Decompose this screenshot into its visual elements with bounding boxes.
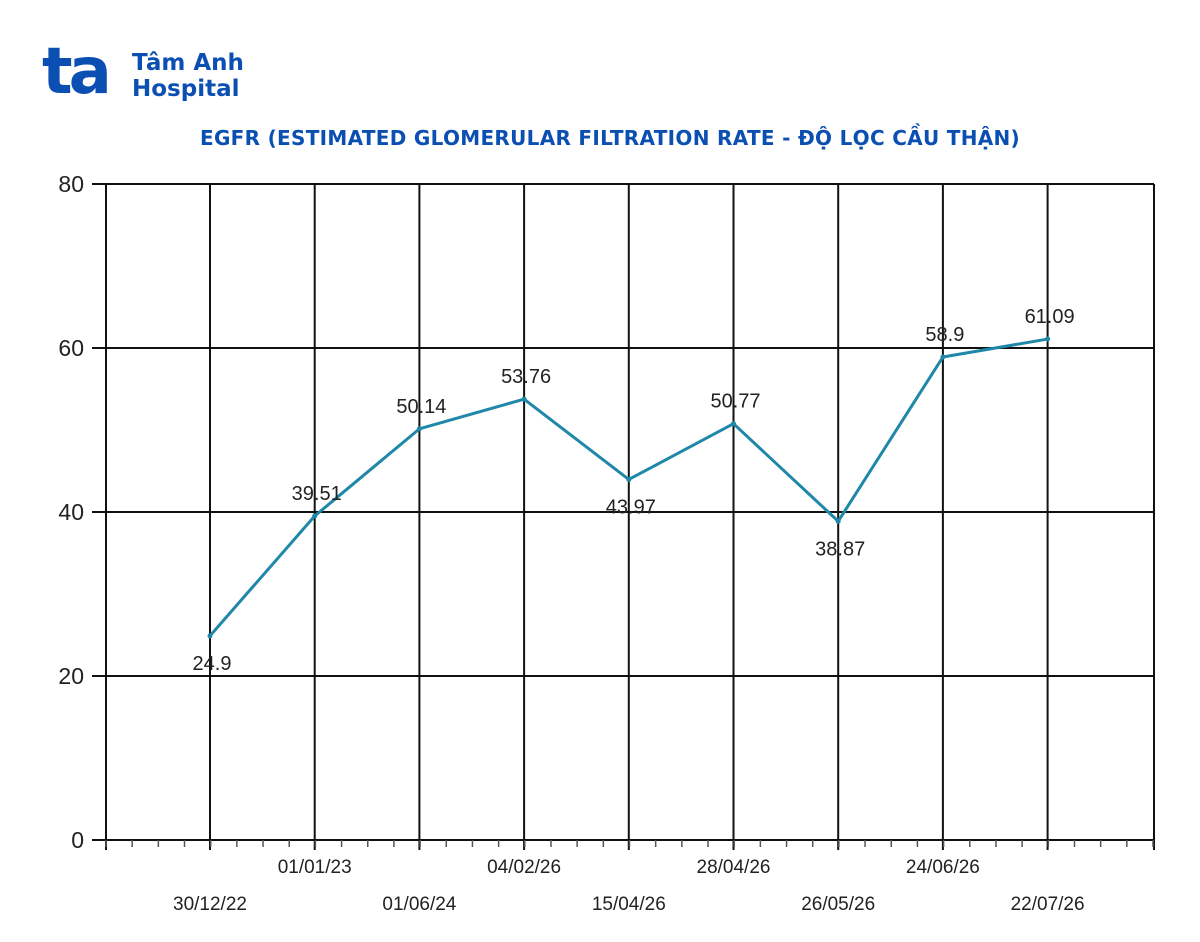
data-label: 50.14 [396,396,446,418]
y-tick-label: 0 [71,827,84,853]
data-point [207,633,213,639]
data-point [416,426,422,432]
logo-mark: ta [42,35,112,109]
y-tick-label: 40 [58,499,84,525]
x-tick-label: 01/01/23 [278,857,352,878]
x-tick-label: 04/02/26 [487,857,561,878]
x-tick-label: 30/12/22 [173,894,247,915]
x-tick-label: 28/04/26 [697,857,771,878]
data-label: 24.9 [193,653,232,675]
logo-line-2: Hospital [132,76,240,102]
data-label: 53.76 [501,366,551,388]
logo-line-1: Tâm Anh [132,50,244,76]
data-point [835,518,841,524]
x-tick-label: 26/05/26 [801,894,875,915]
data-point [312,513,318,519]
hospital-logo: ta Tâm Anh Hospital [42,40,262,108]
x-tick-label: 22/07/26 [1011,894,1085,915]
data-label: 43.97 [606,496,656,518]
x-tick-label: 15/04/26 [592,894,666,915]
chart-title: EGFR (ESTIMATED GLOMERULAR FILTRATION RA… [200,126,1020,150]
data-point [1045,336,1051,342]
data-label: 58.9 [925,324,964,346]
logo-text: Tâm Anh Hospital [132,50,244,102]
data-point [521,396,527,402]
data-label: 38.87 [815,538,865,560]
x-tick-label: 24/06/26 [906,857,980,878]
data-label: 61.09 [1025,306,1075,328]
data-label: 50.77 [710,391,760,413]
x-tick-label: 01/06/24 [382,894,456,915]
data-point [731,421,736,427]
data-label: 39.51 [292,483,342,505]
data-point [940,354,946,360]
y-tick-label: 80 [58,171,84,197]
y-tick-label: 20 [58,663,84,689]
y-tick-label: 60 [58,335,84,361]
data-point [626,476,632,482]
